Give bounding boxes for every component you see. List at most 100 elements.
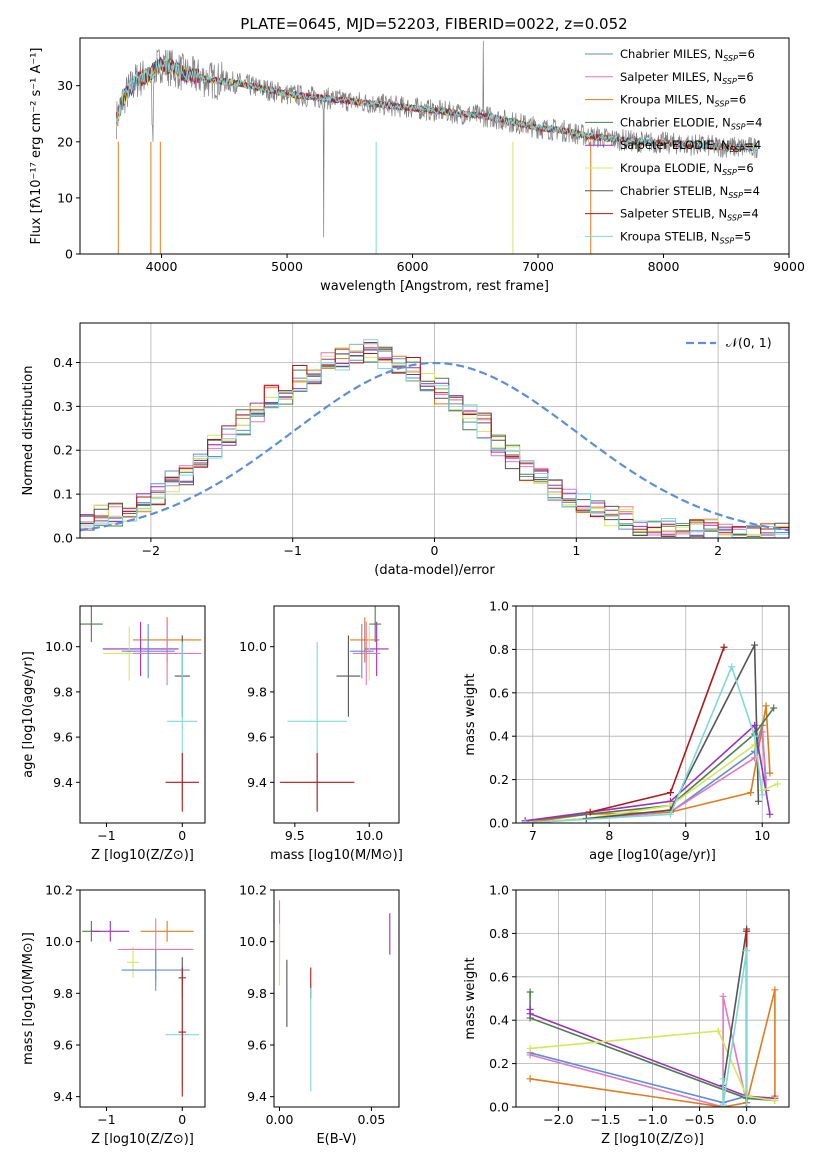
age_vs_mass-points: [279, 606, 389, 812]
weight_vs_Z-xtick-label: −2.0: [543, 1112, 573, 1127]
legend-entry: Kroupa ELODIE, NSSP=6: [620, 161, 754, 177]
weight_vs_Z-ytick-label: 0.4: [489, 1013, 509, 1028]
mass-weight-marker: [719, 992, 727, 1000]
mass-weight-marker: [766, 810, 774, 818]
weight_vs_Z-ytick-label: 0.8: [489, 926, 509, 941]
weight_vs_Z-ytick-label: 0.0: [489, 1100, 509, 1115]
mass-weight-marker: [770, 704, 778, 712]
weight_vs_age-ytick-label: 0.2: [489, 772, 509, 787]
mass-weight-marker: [526, 1010, 534, 1018]
mass-weight-marker: [774, 780, 782, 788]
mass-weight-line: [525, 707, 775, 822]
residuals-ytick-label: 0.2: [53, 443, 73, 458]
mass_vs_EBV-ytick-label: 10.0: [239, 934, 267, 949]
weight_vs_age-xlabel: age [log10(age/yr)]: [589, 848, 716, 863]
residuals-xtick-label: 2: [714, 543, 722, 558]
age_vs_mass-ytick-label: 10.0: [239, 639, 267, 654]
mass_vs_EBV-ytick-label: 9.6: [247, 1038, 267, 1053]
spectrum-lines: [116, 40, 758, 254]
weight_vs_age-ytick-label: 1.0: [489, 599, 509, 614]
plots-layer: 4000 5000 6000 7000 8000 90000102030wavelengt…: [21, 37, 805, 1147]
residuals-xtick-label: −2: [142, 543, 160, 558]
residuals-xtick-label: 0: [431, 543, 439, 558]
residual-histograms: [80, 339, 789, 538]
age_vs_Z-ytick-label: 9.8: [53, 684, 73, 699]
mass-weight-marker: [521, 819, 529, 823]
age_vs_Z-xlabel: Z [log10(Z/Z⊙)]: [91, 848, 194, 863]
mass-weight-marker: [719, 1101, 727, 1107]
mass_vs_Z-ytick-label: 10.0: [45, 934, 73, 949]
spectrum-ytick-label: 0: [65, 247, 73, 262]
spectrum-xtick-label: 8000: [648, 259, 680, 274]
age_vs_mass-xlabel: mass [log10(M/M⊙)]: [270, 848, 403, 863]
legend-entry: Chabrier STELIB, NSSP=4: [620, 184, 760, 200]
legend-entry: Salpeter ELODIE, NSSP=4: [620, 138, 761, 154]
weight_vs_Z-frame: −2.0 −1.5 −1.0 −0.5 0.0 0.0 0.2 0.4 0.6 0.8 1.0 Z […: [463, 883, 790, 1147]
residuals-xtick-label: −1: [283, 543, 301, 558]
weight_vs_age-xtick-label: 9: [682, 828, 690, 843]
age_vs_mass-ytick-label: 9.6: [247, 730, 267, 745]
mass-weight-marker: [743, 927, 751, 935]
mass-weight-line: [530, 1030, 776, 1102]
mass-weight-marker: [747, 789, 755, 797]
mass-weight-marker: [743, 1103, 751, 1107]
weight_vs_Z-xtick-label: −1.0: [637, 1112, 667, 1127]
mass-weight-marker: [771, 986, 779, 994]
mass_vs_Z-ytick-label: 9.6: [53, 1038, 73, 1053]
spectrum-legend: Chabrier MILES, NSSP=6 Salpeter MILES, NS…: [585, 47, 762, 245]
residuals-ytick-label: 0.4: [53, 355, 73, 370]
age_vs_Z-ytick-label: 9.6: [53, 730, 73, 745]
mass-weight-marker: [762, 702, 770, 710]
residuals-xlabel: (data-model)/error: [374, 563, 495, 578]
spectrum-frame: 4000 5000 6000 7000 8000 9000 0 10 20 30 wavelengt…: [29, 37, 805, 294]
mass-weight-marker: [766, 769, 774, 777]
age_vs_mass-ytick-label: 9.8: [247, 684, 267, 699]
weight_vs_age-ytick-label: 0.0: [489, 816, 509, 831]
age_vs_Z-xtick-label: −1: [97, 828, 115, 843]
weight_vs_Z-axes: [516, 889, 789, 1108]
mass_vs_EBV-xtick-label: 0.00: [266, 1112, 294, 1127]
mass-weight-line: [525, 723, 771, 822]
age_vs_Z-frame: −1 0 9.4 9.6 9.8 10.0 Z [log10(Z/Z⊙)] age [log1…: [21, 605, 206, 863]
mass-weight-line: [586, 644, 760, 820]
weight_vs_Z-ytick-label: 0.2: [489, 1056, 509, 1071]
mass-weight-marker: [771, 1096, 779, 1104]
mass_vs_EBV-ytick-label: 9.8: [247, 986, 267, 1001]
mass-weight-marker: [666, 810, 674, 818]
weight_vs_age-ytick-label: 0.4: [489, 729, 509, 744]
mass-weight-marker: [714, 1027, 722, 1035]
mass_vs_Z-xtick-label: 0: [178, 1112, 186, 1127]
spectrum-model-line: [116, 57, 758, 152]
legend-entry: Salpeter STELIB, NSSP=4: [620, 207, 759, 223]
legend-entry: Kroupa STELIB, NSSP=5: [620, 229, 751, 245]
spectrum-xtick-label: 5000: [271, 259, 303, 274]
age_vs_mass-xtick-label: 10.0: [355, 828, 383, 843]
mass-weight-line: [529, 992, 775, 1102]
spectrum-xtick-label: 9000: [773, 259, 805, 274]
age_vs_mass-frame: 9.5 10.0 9.4 9.6 9.8 10.0 mass [log10(M/M⊙)]: [239, 605, 403, 863]
age_vs_Z-ytick-label: 9.4: [53, 775, 73, 790]
weight_vs_Z-xtick-label: −1.5: [590, 1112, 620, 1127]
mass-weight-marker: [728, 663, 736, 671]
age_vs_mass-ytick-label: 9.4: [247, 775, 267, 790]
mass_vs_EBV-points: [278, 900, 391, 1092]
weight_vs_age-xtick-label: 7: [529, 828, 537, 843]
figure-title: PLATE=0645, MJD=52203, FIBERID=0022, z=0…: [240, 15, 627, 33]
spectrum-xtick-label: 7000: [522, 259, 554, 274]
mass-weight-marker: [526, 1044, 534, 1052]
mass-weight-marker: [758, 791, 766, 799]
spectrum-xtick-label: 6000: [397, 259, 429, 274]
residuals-frame: −2 −1 0 1 2 0.0 0.1 0.2 0.3 0.4 (data-model)/error…: [21, 322, 790, 578]
weight_vs_Z-ylabel: mass weight: [463, 957, 478, 1039]
weight_vs_age-lines: [521, 641, 782, 823]
mass-weight-marker: [526, 1075, 534, 1083]
weight_vs_Z-xtick-label: 0.0: [737, 1112, 757, 1127]
weight_vs_Z-ytick-label: 0.6: [489, 969, 509, 984]
mass-weight-marker: [751, 641, 759, 649]
spectrum-ytick-label: 30: [57, 78, 73, 93]
mass-weight-marker: [666, 789, 674, 797]
mass-weight-marker: [586, 808, 594, 816]
mass_vs_Z-ylabel: mass [log10(M/M⊙)]: [21, 932, 36, 1065]
weight_vs_Z-ytick-label: 1.0: [489, 883, 509, 898]
